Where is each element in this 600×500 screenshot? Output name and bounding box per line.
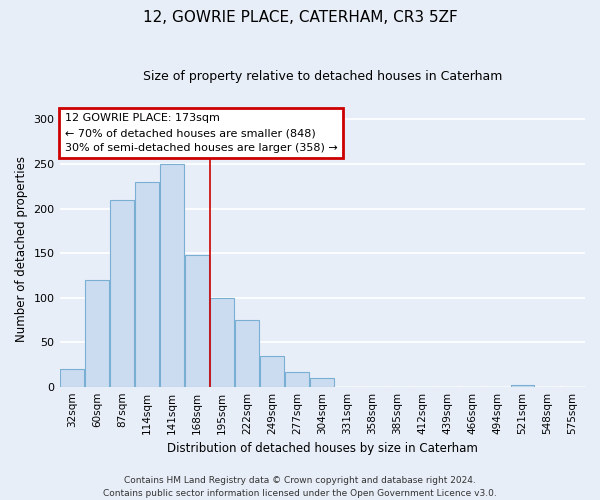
Bar [286, 372, 309, 386]
Bar [185, 255, 209, 386]
Bar [135, 182, 159, 386]
Bar [160, 164, 184, 386]
Title: Size of property relative to detached houses in Caterham: Size of property relative to detached ho… [143, 70, 502, 83]
Bar [235, 320, 259, 386]
Bar [511, 385, 535, 386]
Bar [310, 378, 334, 386]
Text: Contains HM Land Registry data © Crown copyright and database right 2024.
Contai: Contains HM Land Registry data © Crown c… [103, 476, 497, 498]
X-axis label: Distribution of detached houses by size in Caterham: Distribution of detached houses by size … [167, 442, 478, 455]
Text: 12, GOWRIE PLACE, CATERHAM, CR3 5ZF: 12, GOWRIE PLACE, CATERHAM, CR3 5ZF [143, 10, 457, 25]
Text: 12 GOWRIE PLACE: 173sqm
← 70% of detached houses are smaller (848)
30% of semi-d: 12 GOWRIE PLACE: 173sqm ← 70% of detache… [65, 114, 338, 153]
Bar [210, 298, 234, 386]
Bar [110, 200, 134, 386]
Bar [60, 369, 84, 386]
Bar [85, 280, 109, 386]
Y-axis label: Number of detached properties: Number of detached properties [15, 156, 28, 342]
Bar [260, 356, 284, 386]
